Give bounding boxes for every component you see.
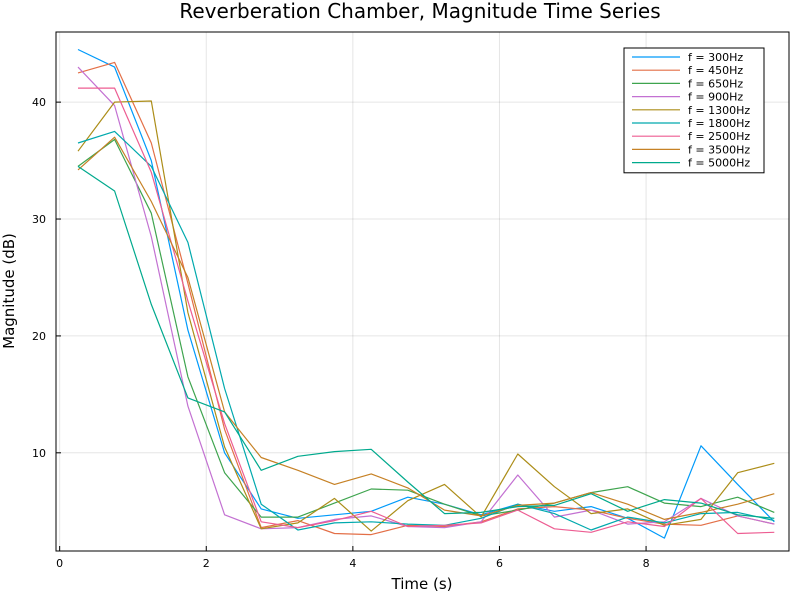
y-tick-label: 30 xyxy=(32,213,46,226)
x-axis-title: Time (s) xyxy=(391,575,453,593)
y-tick-label: 20 xyxy=(32,330,46,343)
legend-label: f = 1300Hz xyxy=(688,104,750,117)
legend-label: f = 1800Hz xyxy=(688,117,750,130)
x-tick-label: 6 xyxy=(496,557,503,570)
chart-title: Reverberation Chamber, Magnitude Time Se… xyxy=(179,0,660,23)
legend-label: f = 5000Hz xyxy=(688,157,750,170)
series-line xyxy=(77,136,775,521)
series-line xyxy=(77,100,775,532)
series-line xyxy=(78,87,775,535)
x-tick-label: 4 xyxy=(349,557,356,570)
y-tick-label: 10 xyxy=(32,447,46,460)
legend-label: f = 3500Hz xyxy=(688,143,750,156)
legend-label: f = 650Hz xyxy=(688,77,743,90)
series-lines xyxy=(77,48,775,539)
legend-label: f = 2500Hz xyxy=(688,130,750,143)
legend-label: f = 300Hz xyxy=(688,51,743,64)
x-tick-label: 2 xyxy=(203,557,210,570)
legend-label: f = 450Hz xyxy=(688,64,743,77)
series-line xyxy=(77,48,775,539)
series-line xyxy=(77,130,775,531)
x-tick-label: 8 xyxy=(643,557,650,570)
x-tick-label: 0 xyxy=(56,557,63,570)
axis-ticks: 0 2 4 6 8 10 20 30 40 xyxy=(32,96,650,570)
series-line xyxy=(77,165,775,519)
series-line xyxy=(77,138,775,518)
y-axis-title: Magnitude (dB) xyxy=(0,233,18,349)
y-tick-label: 40 xyxy=(32,96,46,109)
legend-label: f = 900Hz xyxy=(688,91,743,104)
plot-frame xyxy=(55,31,790,552)
